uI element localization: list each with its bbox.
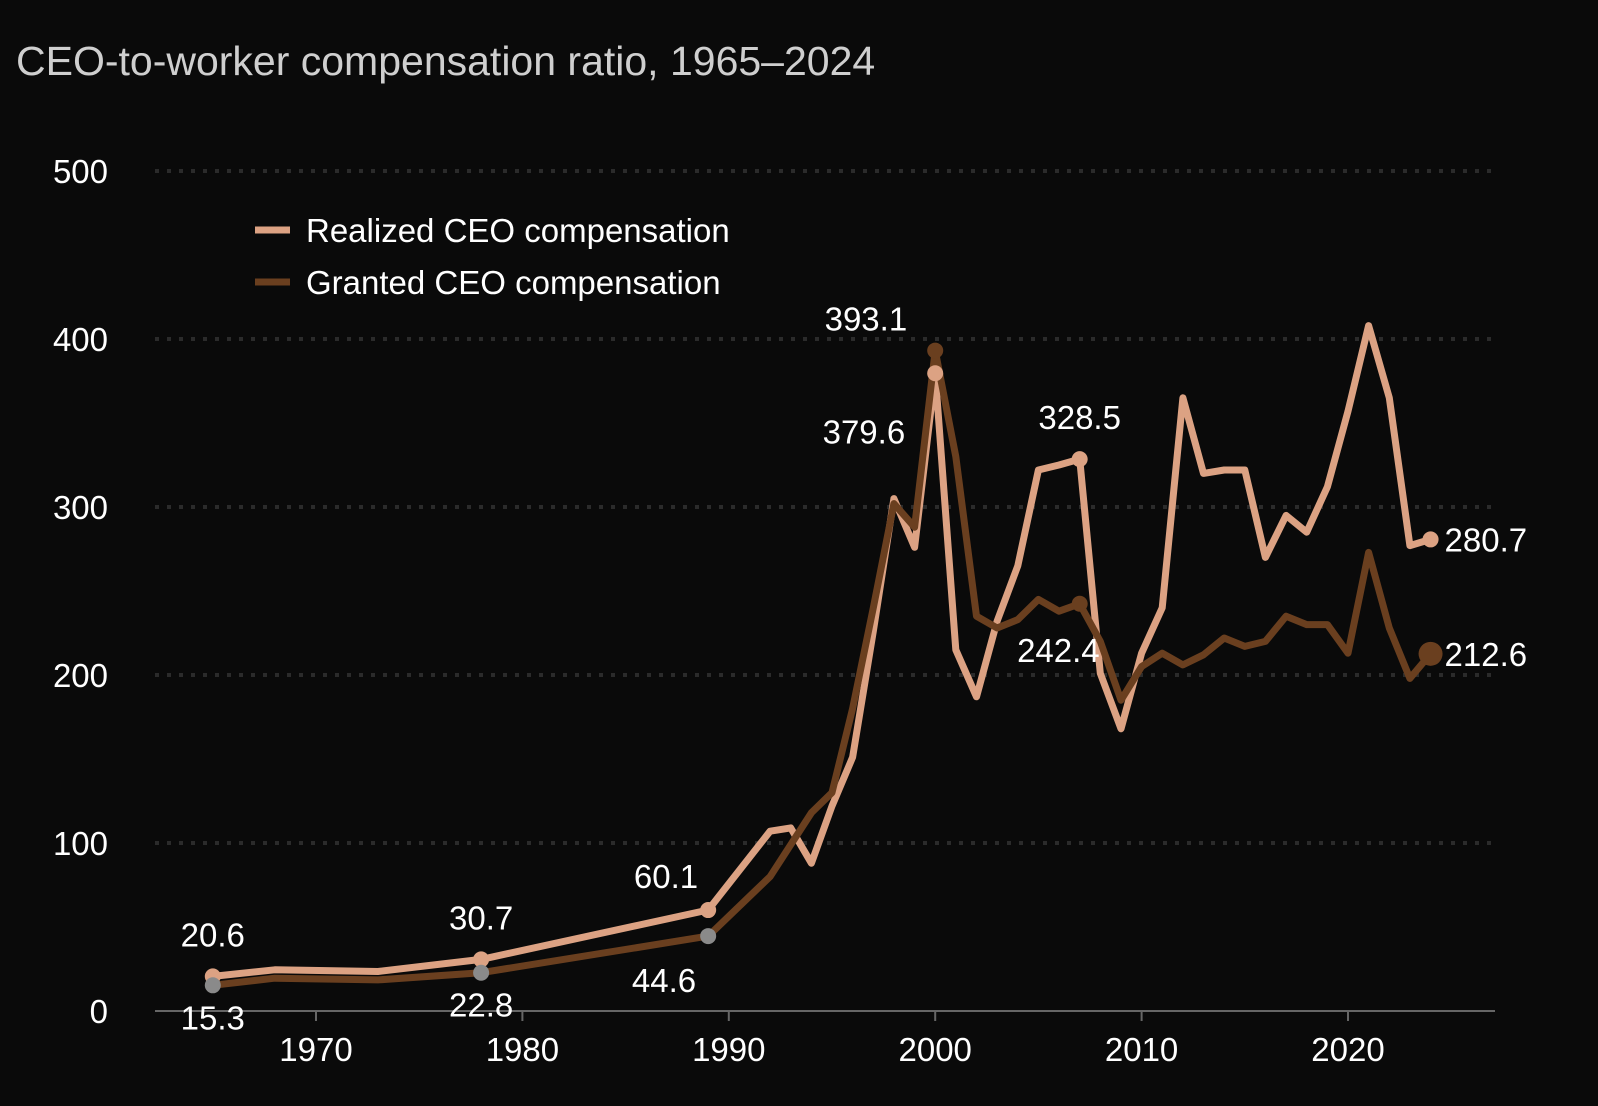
data-point-granted-2000 xyxy=(927,342,944,359)
x-tick-label: 1990 xyxy=(692,1031,765,1068)
x-axis: 1970 1980 1990 2000 2010 2020 xyxy=(155,1010,1495,1068)
series-lines xyxy=(209,322,1435,989)
data-point-realized-2024 xyxy=(1422,531,1439,548)
x-tick-label: 2010 xyxy=(1105,1031,1178,1068)
data-label: 44.6 xyxy=(632,962,696,999)
gridlines xyxy=(155,169,1495,845)
data-label: 30.7 xyxy=(449,899,513,936)
data-point-granted-1965 xyxy=(204,977,221,994)
series-line-granted xyxy=(209,347,1435,989)
y-tick-label: 100 xyxy=(53,825,108,862)
data-label: 379.6 xyxy=(823,413,906,450)
data-point-realized-2000 xyxy=(927,365,944,382)
x-tick-label: 2000 xyxy=(898,1031,971,1068)
legend: Realized CEO compensation Granted CEO co… xyxy=(255,212,730,301)
data-label: 20.6 xyxy=(181,916,245,953)
data-point-realized-1978 xyxy=(473,951,490,968)
data-point-realized-1989 xyxy=(700,902,717,919)
data-label: 328.5 xyxy=(1038,399,1121,436)
annotation-markers: 20.6 15.3 30.7 22.8 60.1 44.6 393.1 379.6 328.5 2… xyxy=(181,301,1527,1037)
x-tick-label: 2020 xyxy=(1311,1031,1384,1068)
x-tick-label: 1970 xyxy=(279,1031,352,1068)
legend-label-realized: Realized CEO compensation xyxy=(306,212,730,249)
data-point-granted-1989 xyxy=(700,928,717,945)
y-tick-label: 400 xyxy=(53,321,108,358)
chart-title: CEO-to-worker compensation ratio, 1965–2… xyxy=(16,38,875,84)
y-axis: 0 100 200 300 400 500 xyxy=(53,153,108,1030)
data-point-granted-1978 xyxy=(473,964,490,981)
data-label: 22.8 xyxy=(449,987,513,1024)
data-label: 280.7 xyxy=(1445,521,1528,558)
data-point-realized-2007 xyxy=(1071,451,1088,468)
data-label: 393.1 xyxy=(825,301,908,338)
data-label: 242.4 xyxy=(1017,632,1100,669)
y-tick-label: 500 xyxy=(53,153,108,190)
data-label: 212.6 xyxy=(1445,636,1528,673)
data-label: 15.3 xyxy=(181,999,245,1036)
data-point-granted-2007 xyxy=(1071,595,1088,612)
legend-label-granted: Granted CEO compensation xyxy=(306,264,721,301)
y-tick-label: 0 xyxy=(90,993,108,1030)
x-tick-label: 1980 xyxy=(486,1031,559,1068)
y-tick-label: 300 xyxy=(53,489,108,526)
y-tick-label: 200 xyxy=(53,657,108,694)
data-point-granted-2024 xyxy=(1418,641,1443,666)
data-label: 60.1 xyxy=(634,858,698,895)
